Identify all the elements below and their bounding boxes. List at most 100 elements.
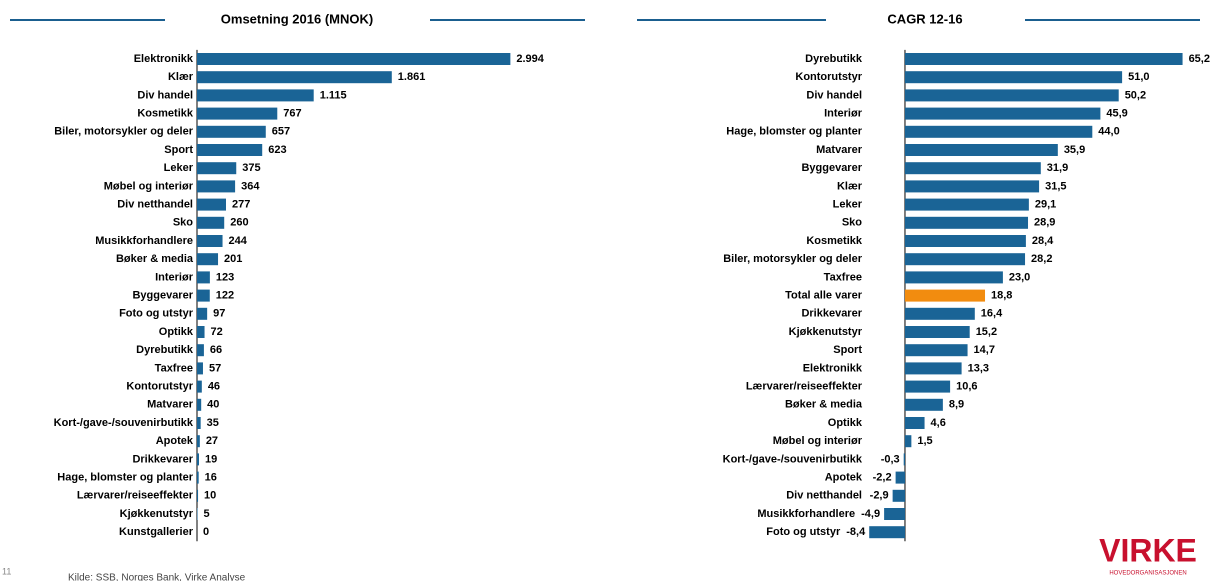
value-label: 1.115	[320, 89, 347, 101]
category-label: Drikkevarer	[132, 453, 193, 465]
category-label: Bøker & media	[785, 399, 863, 411]
bar	[197, 362, 203, 375]
value-label: 65,2	[1189, 53, 1210, 65]
category-label: Taxfree	[155, 362, 193, 374]
value-label: 28,2	[1031, 253, 1052, 265]
bar	[197, 71, 392, 84]
bar	[904, 253, 1026, 266]
bar	[197, 144, 263, 156]
value-label: 35,9	[1064, 144, 1085, 156]
category-label: Kosmetikk	[137, 108, 194, 120]
bar	[904, 125, 1093, 138]
category-label: Sko	[173, 217, 193, 229]
value-label: 19	[205, 453, 217, 465]
bar	[904, 271, 1003, 284]
category-label: Elektronikk	[803, 362, 863, 374]
category-label: Sport	[833, 344, 862, 356]
chart-title: Omsetning 2016 (MNOK)	[221, 11, 373, 26]
category-label: Kunstgallerier	[119, 526, 194, 538]
bar	[904, 307, 975, 320]
chart-title: CAGR 12-16	[887, 11, 962, 26]
bar	[869, 526, 905, 539]
value-label: -2,2	[873, 472, 892, 484]
value-label: 2.994	[516, 53, 544, 65]
value-label: 657	[272, 126, 290, 138]
bar	[197, 53, 511, 65]
category-label: Div netthandel	[117, 199, 193, 211]
category-label: Interiør	[824, 108, 863, 120]
category-label: Apotek	[825, 472, 863, 484]
category-label: Sko	[842, 217, 862, 229]
value-label: 244	[229, 235, 248, 247]
category-label: Optikk	[828, 417, 863, 429]
category-label: Apotek	[156, 435, 194, 447]
category-label: Optikk	[159, 326, 194, 338]
category-label: Elektronikk	[134, 53, 194, 65]
category-label: Dyrebutikk	[136, 344, 194, 356]
bar	[895, 471, 905, 484]
bar	[197, 380, 202, 393]
category-label: Kjøkkenutstyr	[120, 508, 194, 520]
value-label: 123	[216, 271, 234, 283]
value-label: 364	[241, 180, 260, 192]
value-label: 27	[206, 435, 218, 447]
bar	[904, 53, 1183, 65]
value-label: 10	[204, 490, 216, 502]
bar	[904, 235, 1026, 247]
category-label: Div handel	[806, 89, 862, 101]
value-label: 1,5	[917, 435, 932, 447]
value-label: 18,8	[991, 290, 1012, 302]
category-label: Bøker & media	[116, 253, 194, 265]
bar	[197, 435, 200, 448]
bar	[197, 398, 202, 411]
bar	[197, 326, 205, 338]
bar	[884, 508, 905, 520]
value-label: 0	[203, 526, 209, 538]
value-label: 29,1	[1035, 199, 1056, 211]
category-label: Møbel og interiør	[773, 435, 863, 447]
bar	[904, 162, 1041, 175]
bar	[197, 289, 210, 302]
value-label: 16,4	[981, 308, 1003, 320]
bar	[904, 216, 1029, 229]
category-label: Kontorutstyr	[126, 381, 193, 393]
value-label: 35	[207, 417, 219, 429]
category-label: Kort-/gave-/souvenirbutikk	[54, 417, 194, 429]
bar	[197, 235, 223, 247]
value-label: 45,9	[1106, 108, 1127, 120]
value-label: 16	[205, 472, 217, 484]
category-label: Klær	[837, 180, 863, 192]
category-label: Dyrebutikk	[805, 53, 863, 65]
category-label: Interiør	[155, 271, 194, 283]
value-label: 5	[204, 508, 210, 520]
value-label: 72	[211, 326, 223, 338]
logo: VIRKE	[1099, 532, 1197, 568]
value-label: -0,3	[881, 453, 900, 465]
value-label: 50,2	[1125, 89, 1146, 101]
value-label: -8,4	[846, 526, 866, 538]
value-label: 97	[213, 308, 225, 320]
value-label: 122	[216, 290, 234, 302]
category-label: Matvarer	[816, 144, 863, 156]
category-label: Lærvarer/reiseeffekter	[77, 490, 194, 502]
category-label: Hage, blomster og planter	[726, 126, 862, 138]
value-label: -2,9	[870, 490, 889, 502]
bar	[904, 362, 962, 375]
bar	[904, 198, 1029, 211]
category-label: Foto og utstyr	[119, 308, 194, 320]
bar	[904, 417, 925, 429]
category-label: Total alle varer	[785, 290, 863, 302]
bar	[904, 398, 943, 411]
value-label: 66	[210, 344, 222, 356]
bar	[904, 289, 986, 302]
category-label: Foto og utstyr	[766, 526, 841, 538]
bar	[197, 417, 201, 429]
category-label: Musikkforhandlere	[757, 508, 855, 520]
category-label: Klær	[168, 71, 194, 83]
value-label: 260	[230, 217, 248, 229]
category-label: Div handel	[137, 89, 193, 101]
value-label: 15,2	[976, 326, 997, 338]
bar	[197, 125, 266, 138]
page-number: 11	[2, 566, 11, 576]
value-label: -4,9	[861, 508, 880, 520]
